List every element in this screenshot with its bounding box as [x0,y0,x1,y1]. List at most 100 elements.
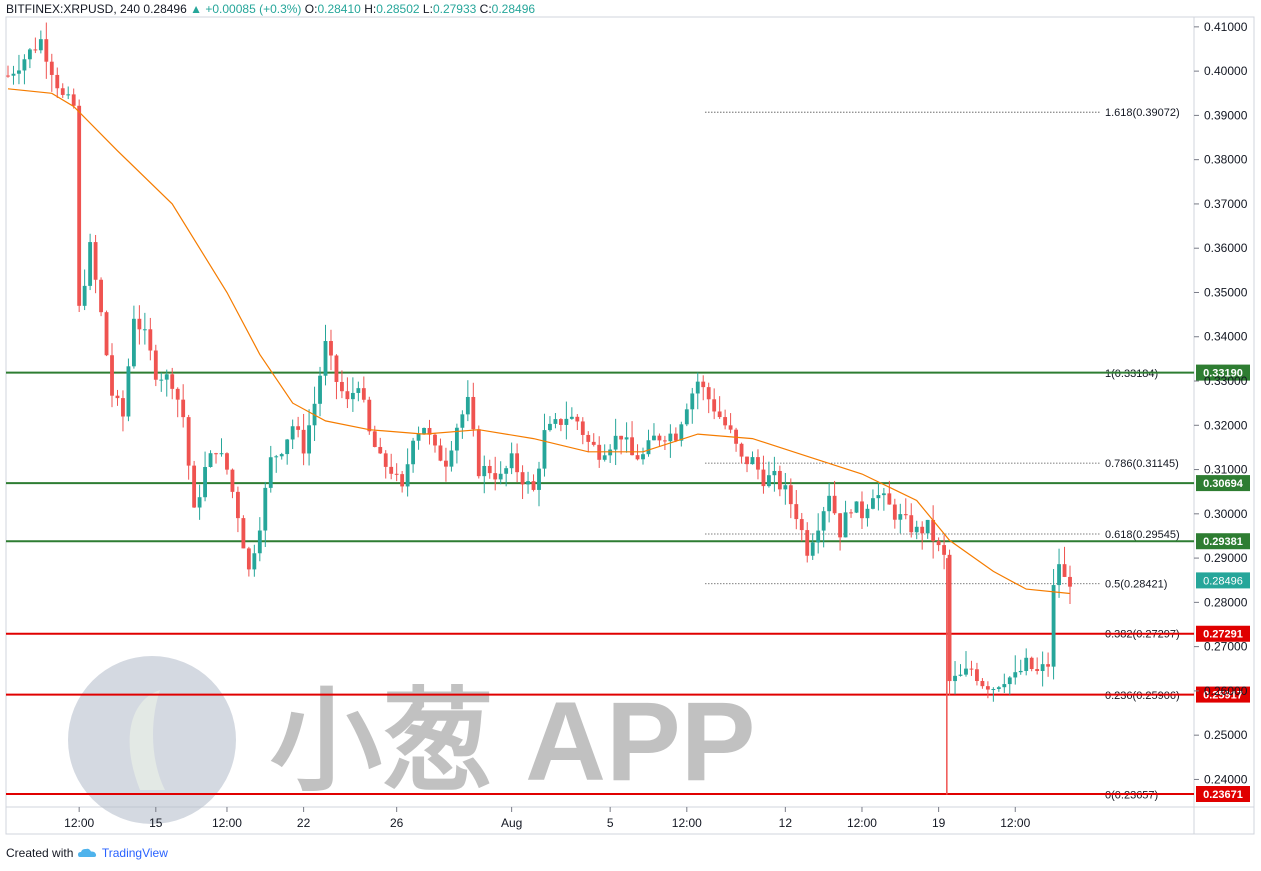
x-tick-label: 12:00 [847,816,877,830]
candle-body [422,427,426,434]
candle-body [860,501,864,519]
low-value: 0.27933 [432,2,477,16]
candle-body [104,312,109,356]
candle-body [810,542,815,556]
candle-body [756,457,760,470]
candle-body [739,443,744,457]
candle-body [38,39,43,51]
support-price-tag [1196,686,1250,703]
candle-body [679,424,684,441]
candle-body [438,445,443,461]
candle-body [246,548,251,570]
candle-body [920,526,925,534]
leaf-shape [129,690,165,790]
candle-body [761,469,766,487]
x-tick-label: 12 [779,816,793,830]
candle-body [854,501,859,513]
candle-body [1068,576,1072,587]
candle-body [728,425,733,430]
candle-body [750,457,755,465]
candle-body [121,398,125,417]
candle-body [22,59,27,71]
candle-body [706,387,711,400]
candle-body [170,374,175,389]
fibonacci-level-label: 0.5(0.28421) [1105,579,1167,591]
candle-body [11,73,16,76]
candle-body [985,686,990,690]
candle-body [569,416,574,419]
candle-body [892,504,897,520]
candle-body [99,279,103,313]
high-value: 0.28502 [376,2,420,16]
open-value: 0.28410 [317,2,361,16]
candle-body [427,427,432,435]
candle-body [71,94,76,106]
candle-body [394,473,399,475]
chart-header: BITFINEX:XRPUSD, 240 0.28496 ▲ +0.00085 … [6,2,535,16]
candle-body [208,453,213,467]
y-tick-label: 0.33000 [1204,374,1248,388]
candle-body [684,409,689,425]
candle-body [192,465,197,508]
candle-body [263,487,268,531]
candle-body [865,508,870,519]
candle-body [1062,564,1067,577]
support-price-tag [1196,625,1250,642]
resistance-price-tag [1196,475,1250,492]
candle-body [652,435,656,441]
candle-body [805,530,810,556]
candle-body [909,515,914,533]
tradingview-cloud-icon [77,848,96,857]
open-label: O: [304,2,318,16]
support-price-tag-label: 0.23671 [1203,789,1243,801]
candle-body [323,341,328,376]
y-tick-label: 0.38000 [1204,153,1248,167]
candle-body [887,493,892,505]
high-label: H: [364,2,377,16]
tradingview-link[interactable]: TradingView [101,846,168,860]
x-tick-label: 26 [390,816,404,830]
candle-body [372,431,377,447]
candle-body [203,466,207,498]
candle-body [991,689,996,691]
candle-body [33,49,38,51]
candle-body [712,399,717,412]
candle-body [159,379,164,381]
candle-body [66,94,71,96]
up-arrow-icon: ▲ [190,2,203,16]
y-tick-label: 0.31000 [1204,463,1248,477]
candle-body [476,429,481,477]
candle-body [548,423,552,431]
candle-body [958,674,963,676]
candle-body [575,416,580,422]
candle-body [717,411,722,418]
candle-body [1007,677,1012,685]
y-tick-label: 0.32000 [1204,418,1248,432]
candle-body [996,687,1001,690]
candle-body [586,434,591,442]
candle-body [60,88,65,95]
y-tick-label: 0.30000 [1204,507,1248,521]
candle-body [186,417,191,466]
candle-body [225,453,229,470]
candle-body [164,374,169,380]
candle-body [153,350,158,380]
y-tick-label: 0.41000 [1204,20,1248,34]
candle-body [137,318,142,330]
candle-body [646,440,651,455]
candle-body [723,417,728,426]
candle-body [641,454,645,460]
fibonacci-level-label: 0.618(0.29545) [1105,529,1180,541]
candle-body [553,419,558,424]
candle-body [454,427,459,451]
candle-body [608,449,613,456]
candle-body [411,440,416,465]
resistance-price-tag-label: 0.29381 [1203,536,1243,548]
candle-body [416,433,421,441]
fibonacci-level-label: 0.236(0.25906) [1105,690,1180,702]
candle-body [1018,670,1023,673]
candle-body [493,473,498,480]
candle-body [142,329,147,331]
candle-body [350,392,355,400]
